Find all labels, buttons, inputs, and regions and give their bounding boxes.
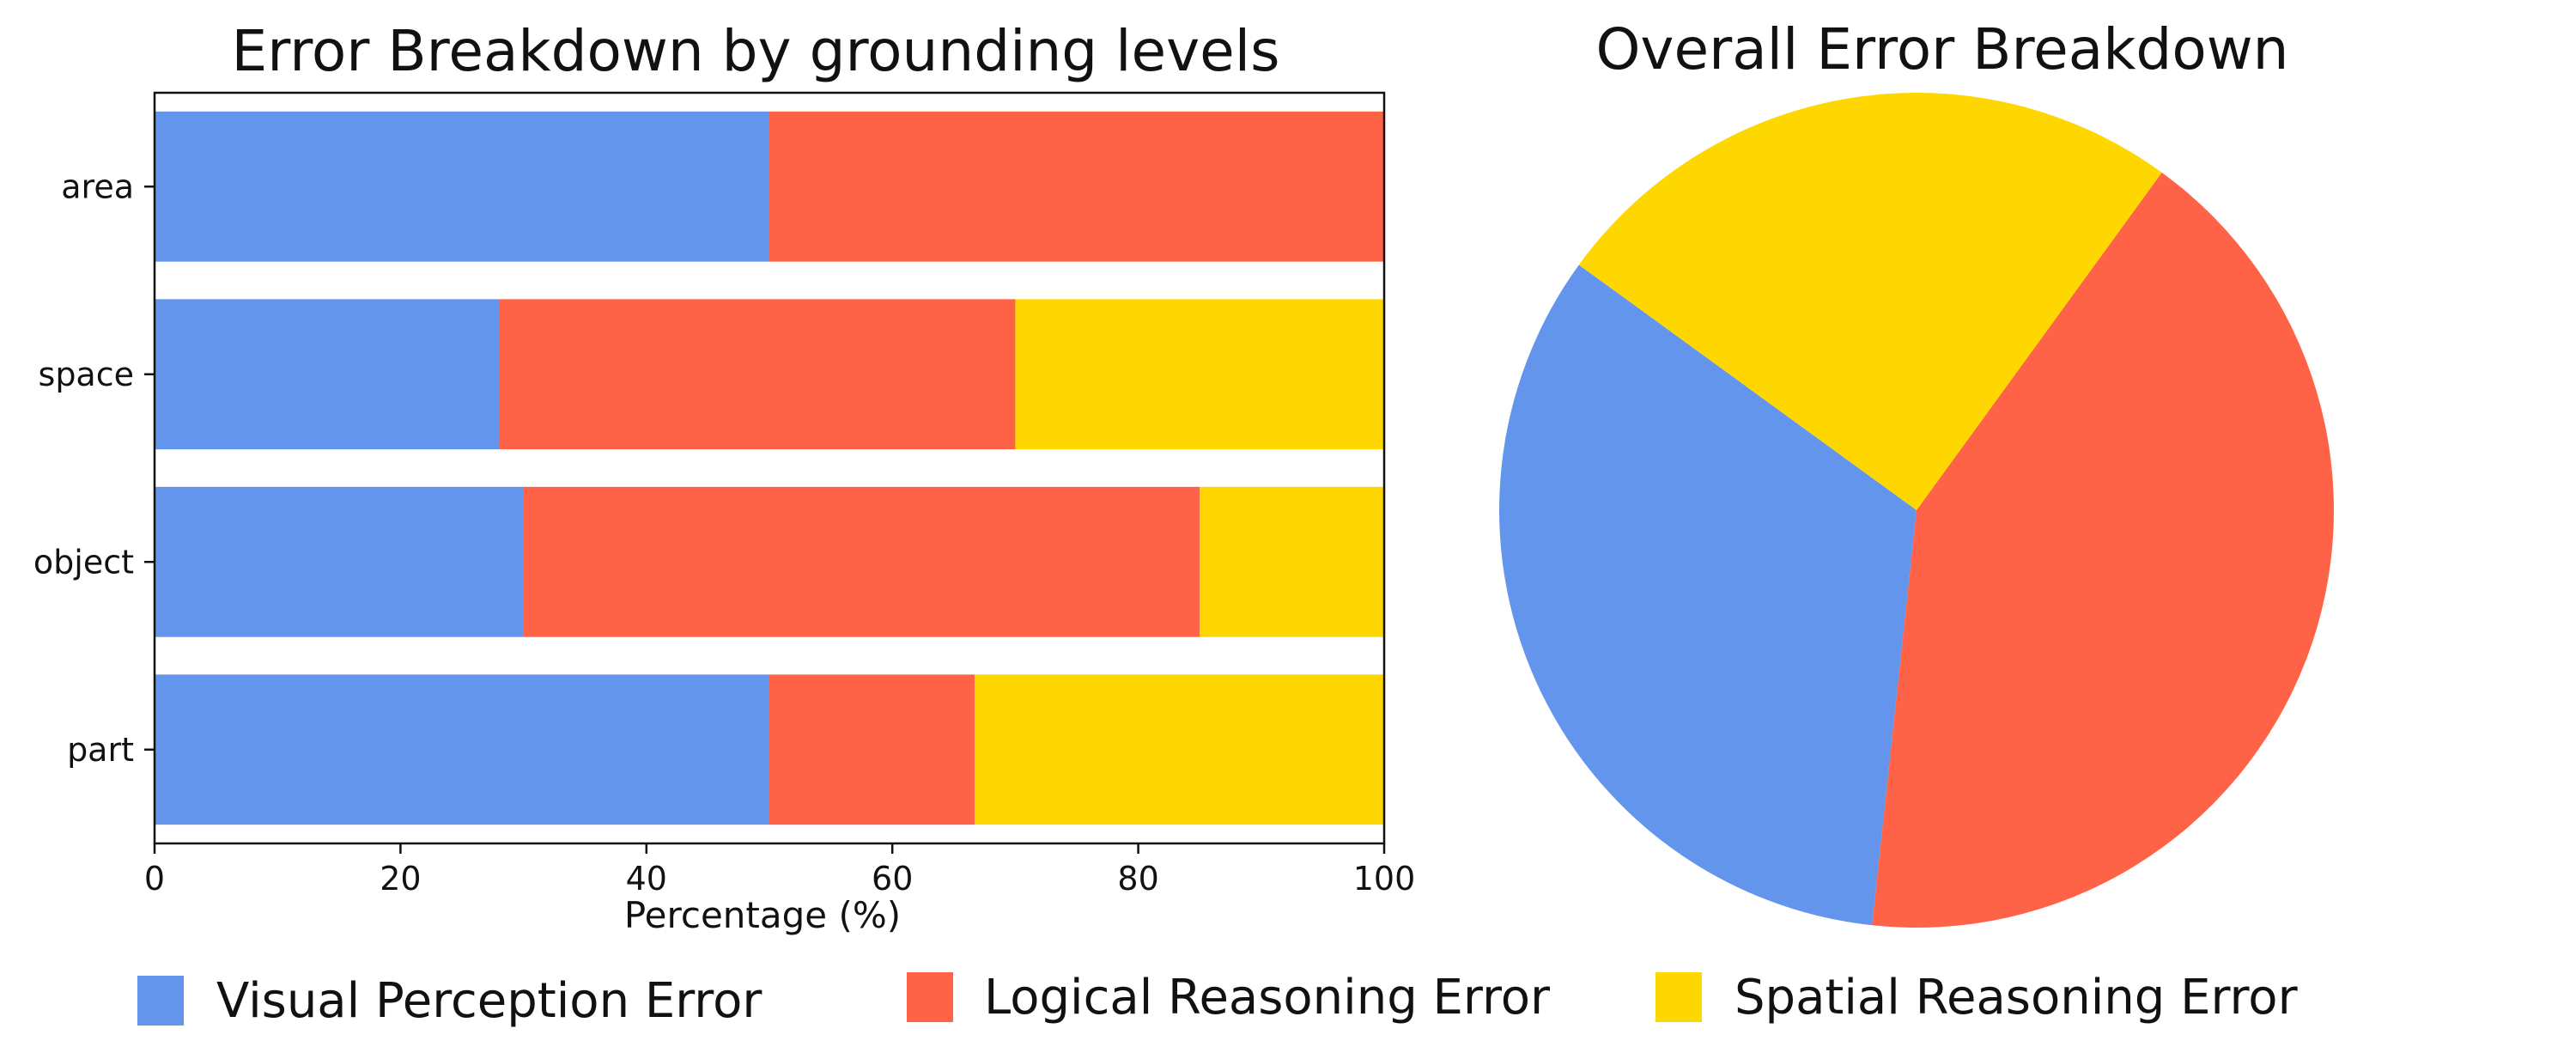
- bar-area-logical: [769, 111, 1384, 262]
- pie-chart-title: Overall Error Breakdown: [1595, 16, 2288, 82]
- x-tick-label: 0: [144, 860, 165, 898]
- bar-space-spatial: [1015, 299, 1384, 450]
- bar-area-visual: [155, 111, 769, 262]
- y-tick-label: part: [67, 731, 134, 769]
- legend-swatch-spatial: [1656, 972, 1702, 1022]
- legend: Visual Perception Error Logical Reasonin…: [137, 970, 2299, 1029]
- bar-part-visual: [155, 674, 769, 825]
- x-tick-label: 60: [872, 860, 913, 898]
- plot-frame: [153, 91, 1386, 845]
- stacked-bar-chart: Error Breakdown by grounding levels area…: [33, 18, 1415, 936]
- pie-slice-visual: [1499, 265, 1917, 926]
- bar-object-logical: [523, 486, 1200, 637]
- legend-label-visual: Visual Perception Error: [216, 973, 762, 1029]
- x-tick-label: 20: [380, 860, 421, 898]
- bar-part-logical: [769, 674, 975, 825]
- y-axis-ticks: area space object part: [33, 167, 155, 769]
- x-tick-label: 40: [626, 860, 667, 898]
- bar-marks: [155, 111, 1384, 825]
- y-tick-label: area: [61, 167, 134, 205]
- legend-label-logical: Logical Reasoning Error: [984, 970, 1551, 1026]
- pie-slice-spatial: [1578, 93, 2162, 510]
- bar-space-visual: [155, 299, 499, 450]
- legend-swatch-logical: [907, 972, 953, 1022]
- x-axis-ticks: 0 20 40 60 80 100: [144, 843, 1415, 898]
- bar-part-spatial: [975, 674, 1384, 825]
- bar-space-logical: [498, 299, 1016, 450]
- pie-chart: Overall Error Breakdown: [1499, 16, 2334, 928]
- x-tick-label: 80: [1117, 860, 1158, 898]
- pie-slices: [1499, 93, 2334, 928]
- legend-label-spatial: Spatial Reasoning Error: [1735, 970, 2299, 1026]
- x-axis-label: Percentage (%): [624, 894, 901, 936]
- legend-swatch-visual: [137, 976, 184, 1026]
- pie-slice-logical: [1872, 172, 2334, 928]
- y-tick-label: object: [33, 543, 134, 581]
- bar-object-visual: [155, 486, 524, 637]
- bar-chart-title: Error Breakdown by grounding levels: [232, 18, 1280, 84]
- x-tick-label: 100: [1353, 860, 1416, 898]
- bar-object-spatial: [1200, 486, 1384, 637]
- y-tick-label: space: [39, 356, 134, 393]
